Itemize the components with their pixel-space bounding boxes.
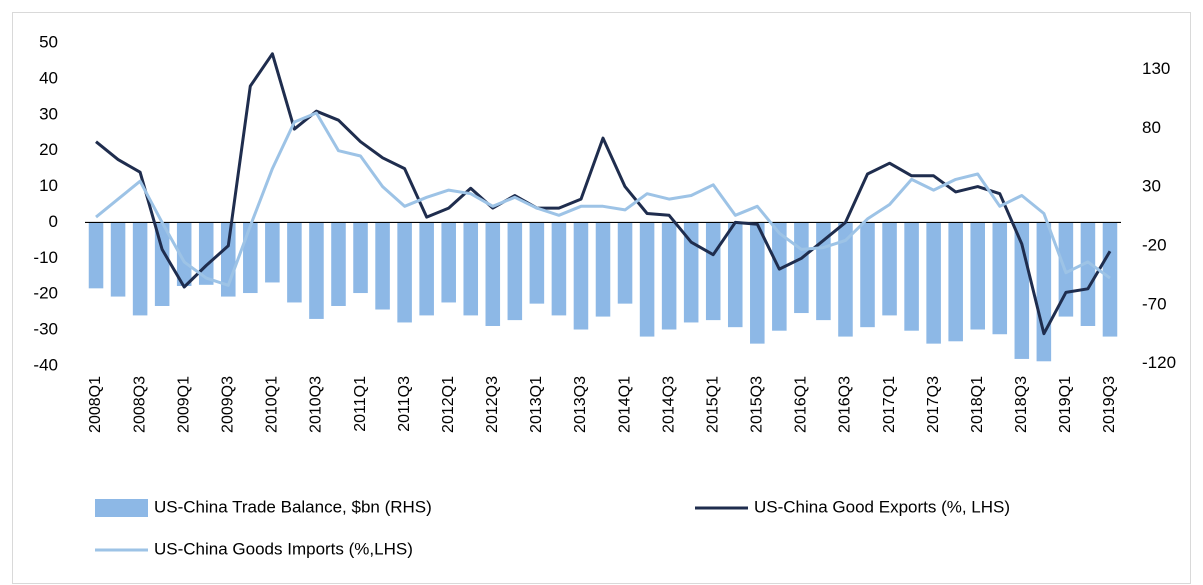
x-tick-label: 2012Q3 xyxy=(484,376,501,433)
bar xyxy=(904,222,919,331)
bar xyxy=(463,222,479,316)
bar xyxy=(772,222,787,331)
bar xyxy=(661,222,677,330)
bar xyxy=(683,222,699,323)
x-tick-label: 2013Q3 xyxy=(572,376,589,433)
y2-tick-label: 30 xyxy=(1142,177,1161,196)
bar xyxy=(750,222,765,344)
bar xyxy=(639,222,655,337)
y-tick-label: 50 xyxy=(39,32,58,51)
bar xyxy=(176,222,192,286)
bar xyxy=(88,222,104,289)
bar xyxy=(110,222,126,297)
bar xyxy=(132,222,148,316)
bar xyxy=(419,222,434,316)
bar xyxy=(375,222,390,310)
bar xyxy=(309,222,324,319)
y-tick-label: -40 xyxy=(33,355,58,374)
bar xyxy=(705,222,721,321)
bar xyxy=(882,222,897,316)
bar xyxy=(1102,222,1118,337)
y-tick-label: 10 xyxy=(39,176,58,195)
bar xyxy=(595,222,611,317)
bar xyxy=(441,222,456,303)
y2-tick-label: -70 xyxy=(1142,294,1167,313)
x-tick-label: 2015Q1 xyxy=(704,376,721,433)
x-tick-label: 2017Q1 xyxy=(881,376,898,433)
x-tick-label: 2017Q3 xyxy=(925,376,942,433)
legend-label: US-China Trade Balance, $bn (RHS) xyxy=(154,497,432,516)
x-tick-label: 2016Q3 xyxy=(837,376,854,433)
bar xyxy=(551,222,567,316)
line xyxy=(95,111,1111,287)
x-tick-label: 2011Q1 xyxy=(352,376,369,432)
legend-swatch xyxy=(95,499,148,517)
bar xyxy=(485,222,501,326)
chart-frame xyxy=(12,12,1191,584)
x-tick-label: 2010Q1 xyxy=(264,376,281,433)
x-tick-label: 2008Q1 xyxy=(87,376,104,433)
bar xyxy=(838,222,853,337)
bar xyxy=(992,222,1008,335)
legend-label: US-China Goods Imports (%,LHS) xyxy=(154,539,413,558)
y-tick-label: -30 xyxy=(33,320,58,339)
legend-label: US-China Good Exports (%, LHS) xyxy=(754,497,1010,516)
y-tick-label: -20 xyxy=(33,284,58,303)
bar xyxy=(617,222,633,304)
y2-tick-label: 80 xyxy=(1142,118,1161,137)
bar xyxy=(948,222,963,342)
bar xyxy=(794,222,809,314)
y2-tick-label: 130 xyxy=(1142,59,1170,78)
x-tick-label: 2009Q3 xyxy=(219,376,236,433)
bar xyxy=(573,222,589,330)
bar xyxy=(970,222,985,330)
bar xyxy=(265,222,280,283)
x-tick-label: 2014Q3 xyxy=(660,376,677,433)
bar xyxy=(727,222,743,328)
x-tick-label: 2014Q1 xyxy=(616,376,633,433)
bar xyxy=(529,222,545,304)
bar xyxy=(154,222,170,306)
bar xyxy=(353,222,368,294)
bar xyxy=(926,222,941,344)
x-tick-label: 2011Q3 xyxy=(396,376,413,432)
bar xyxy=(507,222,523,321)
x-tick-label: 2016Q1 xyxy=(793,376,810,433)
y2-tick-label: -20 xyxy=(1142,235,1167,254)
bar xyxy=(397,222,412,323)
x-tick-label: 2019Q1 xyxy=(1057,376,1074,433)
x-tick-label: 2009Q1 xyxy=(175,376,192,433)
line xyxy=(95,52,1112,336)
x-tick-label: 2019Q3 xyxy=(1101,376,1118,433)
x-tick-label: 2018Q3 xyxy=(1013,376,1030,433)
x-tick-label: 2010Q3 xyxy=(308,376,325,433)
bar xyxy=(860,222,875,328)
bar xyxy=(243,222,258,294)
bar xyxy=(1036,222,1052,362)
x-tick-label: 2018Q1 xyxy=(969,376,986,433)
x-tick-label: 2012Q1 xyxy=(440,376,457,433)
x-tick-label: 2015Q3 xyxy=(749,376,766,433)
bar xyxy=(1080,222,1096,326)
x-tick-label: 2008Q3 xyxy=(131,376,148,433)
x-tick-label: 2013Q1 xyxy=(528,376,545,433)
y2-tick-label: -120 xyxy=(1142,353,1176,372)
y-tick-label: 30 xyxy=(39,104,58,123)
bar xyxy=(331,222,346,306)
y-tick-label: 0 xyxy=(49,212,58,231)
bar xyxy=(287,222,302,303)
y-tick-label: -10 xyxy=(33,248,58,267)
y-tick-label: 20 xyxy=(39,140,58,159)
y-tick-label: 40 xyxy=(39,68,58,87)
